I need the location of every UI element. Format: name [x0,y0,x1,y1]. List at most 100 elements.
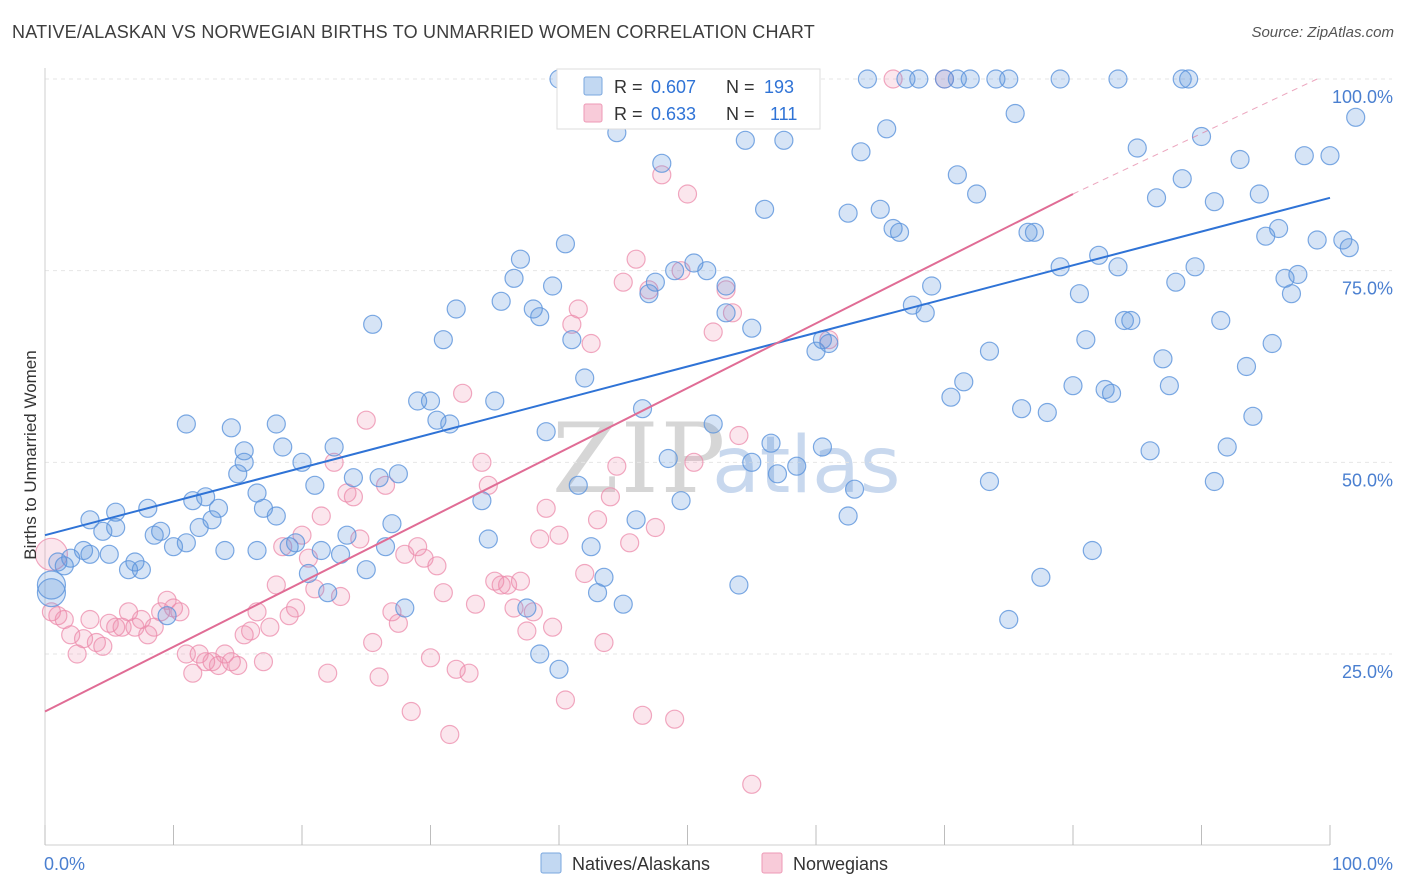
norwegians-point [742,774,762,794]
natives-point [870,199,890,219]
natives-point [395,598,415,618]
norwegians-point [620,533,640,553]
natives-point [774,130,794,150]
natives-point [851,142,871,162]
natives-point [1063,376,1083,396]
legend-norwegians-label: Norwegians [793,854,888,874]
y-tick-label-50: 50.0% [1342,470,1393,490]
norwegians-n-label: N = [726,104,755,124]
natives-point [960,69,980,89]
norwegians-point [279,606,299,626]
natives-point [844,479,865,499]
natives-point [343,468,363,488]
natives-points [36,69,1366,679]
natives-point [311,540,331,561]
natives-point [819,333,839,354]
natives-point [767,464,788,484]
norwegians-point [375,475,396,495]
natives-point [999,609,1019,630]
natives-point [530,307,550,327]
natives-point [967,184,987,204]
natives-point [369,468,389,488]
natives-point [1333,230,1353,250]
natives-point [703,414,723,434]
natives-point [478,529,498,549]
natives-point [388,464,408,484]
y-axis-title: Births to Unmarried Women [21,350,40,559]
natives-point [106,517,126,538]
norwegians-point [568,299,588,319]
natives-point [234,452,254,472]
natives-point [568,475,588,495]
natives-point [1050,69,1070,89]
natives-point [208,498,229,518]
natives-point [1249,184,1269,204]
norwegians-point [549,525,569,545]
natives-point [979,341,1000,361]
norwegians-point [408,537,428,557]
norwegians-point [677,184,698,204]
norwegians-point [215,644,235,664]
natives-legend-swatch [583,76,603,96]
natives-point [979,471,1000,492]
norwegians-point [433,583,453,603]
norwegians-point [581,333,601,354]
natives-point [697,261,717,281]
norwegians-point [703,322,723,342]
norwegians-legend-swatch [583,103,603,123]
natives-point [1217,437,1237,457]
natives-point [93,521,113,541]
natives-point [716,276,736,296]
natives-point [626,510,646,530]
norwegians-points [34,69,955,794]
natives-point [1262,333,1282,354]
natives-point [1082,540,1102,561]
natives-point [1185,257,1205,277]
norwegians-point [600,487,621,507]
natives-point [999,69,1019,89]
natives-point [581,537,601,557]
natives-point [922,276,942,296]
natives-point [1172,169,1192,189]
natives-point [1236,356,1257,377]
norwegians-point [652,165,672,185]
legend-norwegians-swatch [761,852,783,874]
natives-point [517,598,537,618]
norwegians-point [253,652,274,672]
natives-point [1121,310,1141,331]
natives-point [530,644,550,664]
norwegians-point [260,617,280,637]
natives-point [1089,245,1109,265]
natives-point [1114,310,1135,331]
natives-point [305,475,325,495]
norwegians-point [228,655,248,676]
natives-point [1346,107,1366,127]
natives-point [491,291,511,311]
norwegians-point [401,701,421,722]
norwegians-point [517,621,537,641]
norwegians-point [453,383,473,403]
chart-title: NATIVE/ALASKAN VS NORWEGIAN BIRTHS TO UN… [12,22,815,42]
natives-point [36,570,67,600]
natives-point [1011,399,1032,419]
norwegians-n-value: 111 [770,104,797,124]
natives-point [761,433,781,453]
natives-r-label: R = [614,77,643,97]
norwegians-point [607,456,627,476]
natives-point [645,272,665,292]
norwegians-point [170,602,190,622]
natives-point [510,249,531,269]
natives-point [671,491,691,511]
natives-point [266,414,286,434]
natives-point [1005,103,1025,124]
natives-point [1288,264,1308,285]
norwegians-trend-extension [1072,78,1318,195]
natives-trend-line [44,196,1331,537]
natives-point [337,525,357,545]
natives-point [812,437,833,457]
natives-point [549,659,569,679]
norwegians-point [34,537,69,571]
natives-point [1127,138,1147,158]
norwegians-point [196,652,216,672]
natives-point [716,303,736,323]
